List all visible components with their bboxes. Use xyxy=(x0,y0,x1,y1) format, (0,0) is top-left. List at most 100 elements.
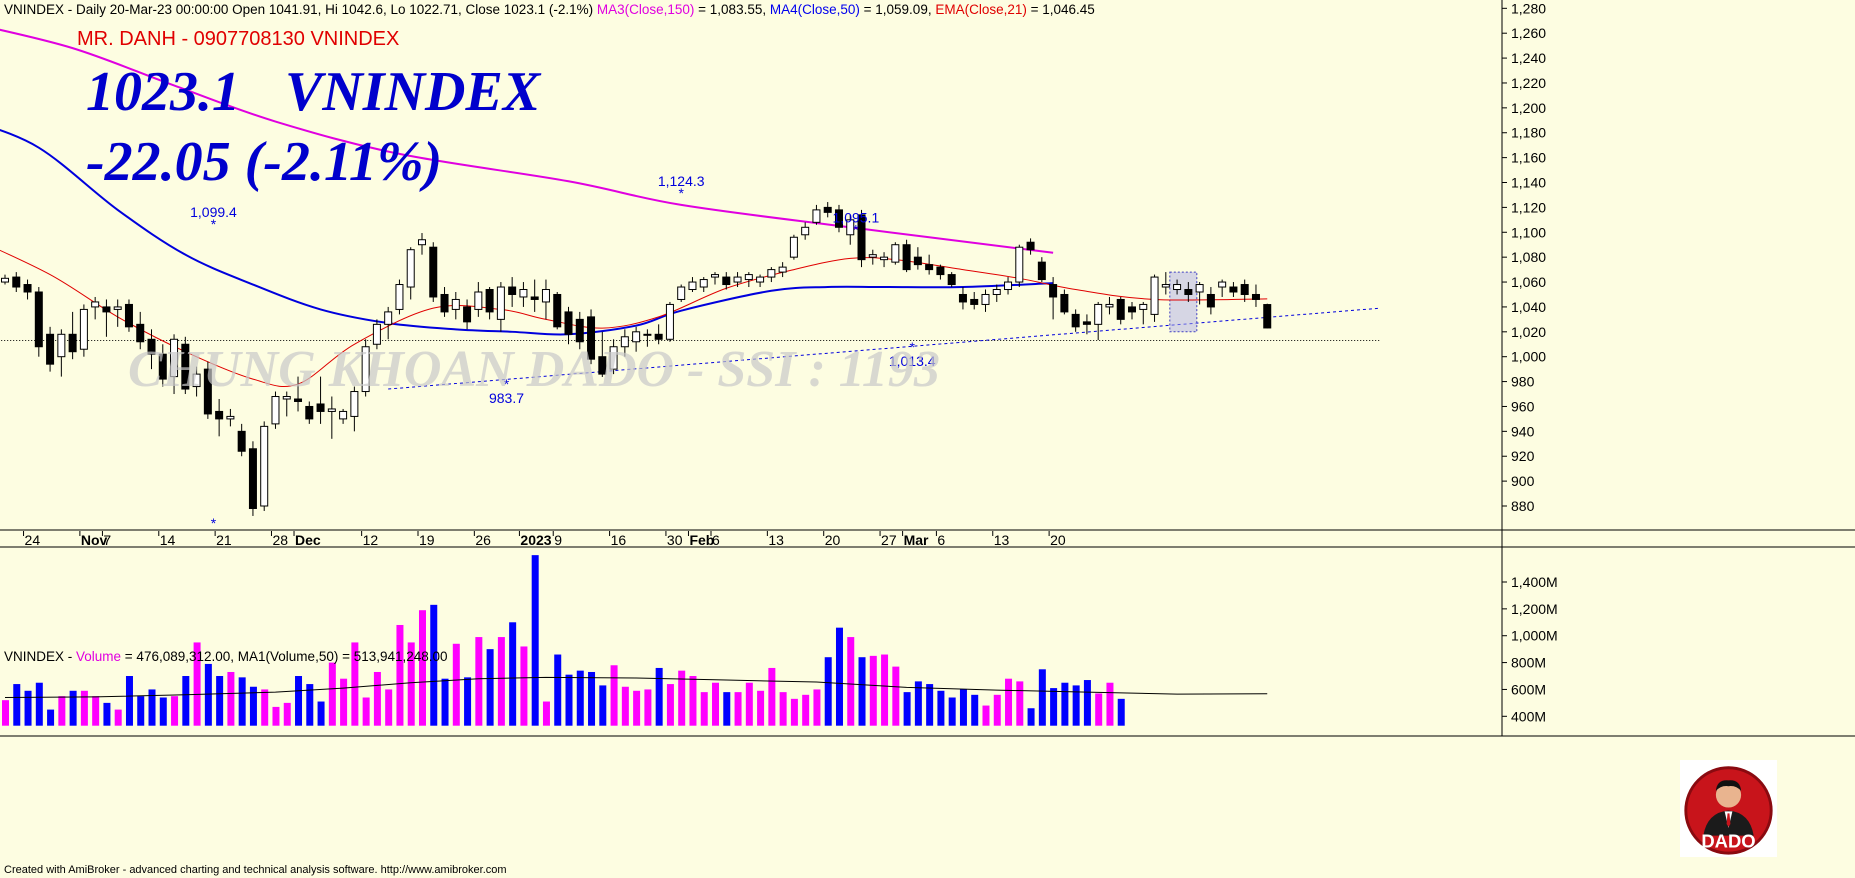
volume-bar xyxy=(621,686,629,726)
extreme-marker: * xyxy=(910,339,916,355)
x-tick-label: 20 xyxy=(1050,532,1066,548)
header-symbol: VNINDEX xyxy=(4,2,65,17)
volume-bar xyxy=(2,700,9,726)
volume-bar xyxy=(903,692,911,726)
candle xyxy=(158,344,167,387)
candle-body xyxy=(124,303,133,328)
candle-body xyxy=(632,331,641,343)
volume-header-symbol: VNINDEX xyxy=(4,649,65,664)
volume-bar xyxy=(937,690,945,726)
extreme-label: 983.7 xyxy=(489,390,524,406)
candle xyxy=(294,376,303,412)
price-y-tick-label: 1,060 xyxy=(1511,274,1546,290)
price-y-tick-label: 920 xyxy=(1511,448,1535,464)
candle-body xyxy=(733,276,742,283)
candle-body xyxy=(136,323,145,343)
candle xyxy=(1173,279,1182,295)
volume-bar xyxy=(1083,680,1091,726)
candle-body xyxy=(417,239,426,246)
x-tick-label: 21 xyxy=(216,532,232,548)
volume-bar xyxy=(306,684,314,726)
volume-bar xyxy=(700,692,708,726)
candle xyxy=(181,336,190,395)
big-change-label: -22.05 (-2.11%) xyxy=(86,131,443,193)
candle xyxy=(541,279,550,320)
candle xyxy=(57,329,66,377)
candle xyxy=(654,324,663,345)
candle xyxy=(1251,284,1260,307)
volume-bar xyxy=(914,681,922,726)
candle xyxy=(1161,272,1170,295)
ma-line-0 xyxy=(0,28,1054,254)
volume-bar xyxy=(114,709,122,726)
candle-body xyxy=(1037,261,1046,281)
candle-body xyxy=(248,448,257,509)
candle xyxy=(936,264,945,280)
candle xyxy=(823,202,832,218)
candle-body xyxy=(237,430,246,452)
candle xyxy=(1105,296,1114,315)
candle xyxy=(124,299,133,332)
candle-body xyxy=(1060,293,1069,313)
candle-body xyxy=(868,254,877,258)
volume-bar xyxy=(926,684,934,726)
candle xyxy=(868,249,877,265)
x-tick-label: 19 xyxy=(419,532,435,548)
candle-body xyxy=(834,209,843,228)
candle xyxy=(1071,309,1080,332)
volume-bar xyxy=(633,690,641,726)
volume-bar xyxy=(779,692,787,726)
candle-body xyxy=(1229,286,1238,293)
candle xyxy=(1139,301,1148,325)
candle xyxy=(598,331,607,377)
candle xyxy=(170,334,179,395)
volume-bar xyxy=(509,622,517,726)
candle-body xyxy=(1161,284,1170,288)
price-y-tick-label: 1,220 xyxy=(1511,75,1546,91)
price-y-tick-label: 1,120 xyxy=(1511,199,1546,215)
candle xyxy=(23,279,32,300)
volume-bar xyxy=(1117,698,1125,726)
big-price-label: 1023.1 xyxy=(86,61,240,123)
candle xyxy=(756,274,765,288)
candle xyxy=(1060,289,1069,315)
candle xyxy=(79,304,88,357)
candle-body xyxy=(1105,303,1114,308)
candle xyxy=(508,277,517,307)
volume-header-label: Volume xyxy=(76,649,122,664)
volume-bar xyxy=(655,667,663,726)
x-tick-label: 30 xyxy=(667,532,683,548)
candle xyxy=(958,287,967,310)
volume-bar xyxy=(24,690,32,726)
candle xyxy=(316,376,325,424)
candle xyxy=(260,421,269,511)
x-tick-label: 20 xyxy=(825,532,841,548)
volume-bar xyxy=(317,701,325,726)
volume-bar xyxy=(1072,685,1080,726)
candle xyxy=(1049,277,1058,320)
candle-body xyxy=(519,289,528,298)
candle xyxy=(327,396,336,439)
candle-body xyxy=(282,396,291,400)
candle-body xyxy=(1150,276,1159,315)
x-tick-label: 9 xyxy=(554,532,562,548)
candle-body xyxy=(1218,281,1227,288)
candle xyxy=(677,284,686,302)
candle-body xyxy=(192,373,201,388)
volume-bar xyxy=(666,684,674,726)
x-tick-label: 27 xyxy=(881,532,897,548)
candle xyxy=(496,282,505,332)
candle-body xyxy=(1139,303,1148,310)
candle-body xyxy=(891,244,900,263)
x-tick-label: 13 xyxy=(768,532,784,548)
candle xyxy=(846,214,855,245)
candle xyxy=(12,272,21,292)
candle xyxy=(1240,279,1249,302)
x-tick-label: 6 xyxy=(937,532,945,548)
candle-body xyxy=(654,333,663,340)
volume-bar xyxy=(373,671,381,726)
candle-body xyxy=(665,303,674,340)
candle xyxy=(1082,314,1091,335)
volume-bar xyxy=(227,671,235,726)
brand-label: MR. DANH - 0907708130 VNINDEX xyxy=(77,28,400,50)
